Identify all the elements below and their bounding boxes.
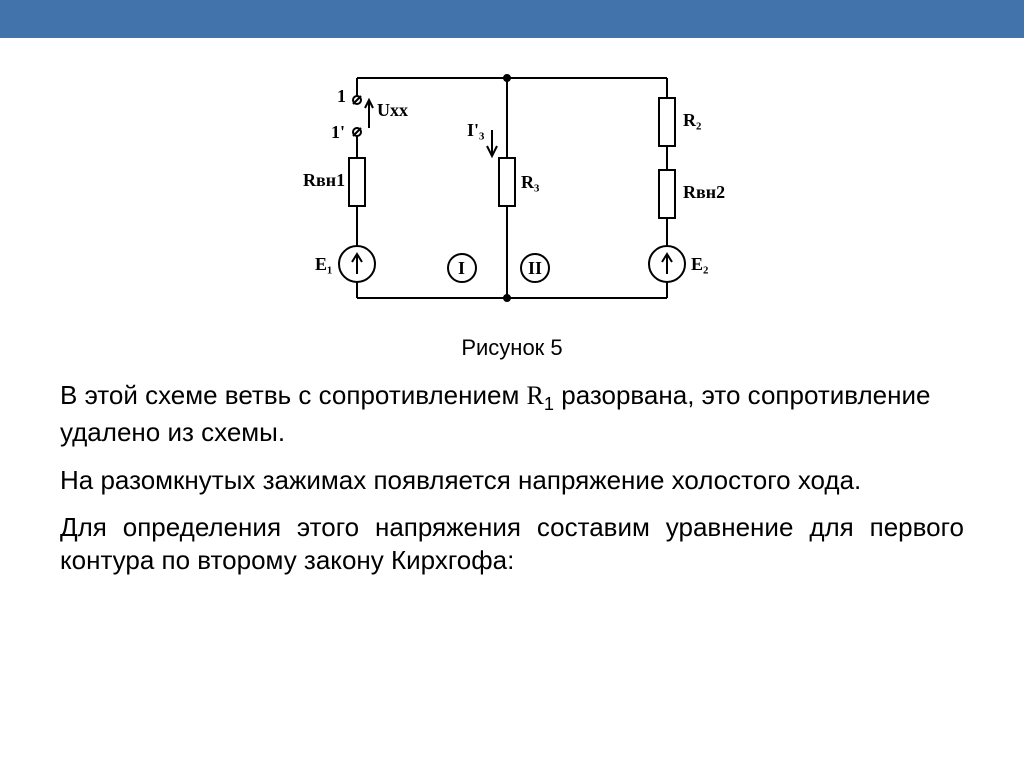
label-r3: R₃ [521, 172, 540, 192]
label-rvn1: Rвн1 [303, 170, 345, 190]
p1-symbol: R [527, 381, 544, 410]
label-terminal-1p: 1' [331, 122, 345, 142]
slide-content: 1 1' Uхх I'₃ Rвн1 R₃ R₂ Rвн2 E₁ E₂ I II … [0, 38, 1024, 578]
p1-subscript: 1 [544, 394, 554, 414]
label-loop-1: I [458, 258, 465, 278]
body-text: В этой схеме ветвь с сопротивлением R1 р… [60, 379, 964, 578]
label-loop-2: II [528, 258, 542, 278]
p1-pre: В этой схеме ветвь с сопротивлением [60, 380, 527, 410]
label-i3: I'₃ [467, 120, 485, 140]
header-bar [0, 0, 1024, 38]
label-rvn2: Rвн2 [683, 182, 725, 202]
label-e2: E₂ [691, 254, 708, 274]
label-uxx: Uхх [377, 100, 408, 120]
circuit-diagram: 1 1' Uхх I'₃ Rвн1 R₃ R₂ Rвн2 E₁ E₂ I II [60, 58, 964, 323]
paragraph-1: В этой схеме ветвь с сопротивлением R1 р… [60, 379, 964, 450]
label-r2: R₂ [683, 110, 701, 130]
figure-caption: Рисунок 5 [60, 335, 964, 361]
paragraph-2: На разомкнутых зажимах появляется напряж… [60, 464, 964, 497]
label-terminal-1: 1 [337, 86, 346, 106]
label-e1: E₁ [315, 254, 332, 274]
paragraph-3: Для определения этого напряжения состави… [60, 511, 964, 578]
